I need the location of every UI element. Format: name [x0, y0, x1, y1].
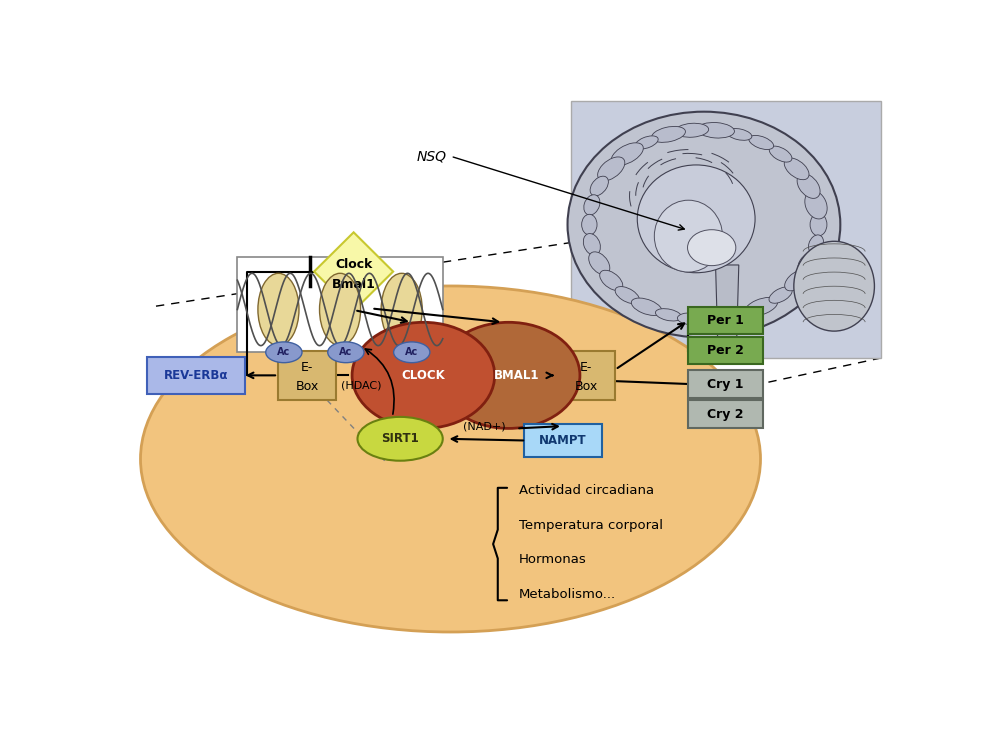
Ellipse shape [568, 112, 840, 338]
Text: Metabolismo...: Metabolismo... [519, 588, 616, 601]
Ellipse shape [394, 342, 430, 363]
Ellipse shape [631, 298, 662, 315]
Ellipse shape [805, 191, 827, 219]
Text: E-: E- [580, 361, 592, 374]
Ellipse shape [589, 252, 610, 275]
Text: Hormonas: Hormonas [519, 554, 586, 566]
FancyBboxPatch shape [278, 351, 336, 400]
Ellipse shape [381, 273, 422, 345]
Ellipse shape [809, 235, 823, 254]
Text: Bmal1: Bmal1 [332, 278, 376, 291]
Text: Temperatura corporal: Temperatura corporal [519, 519, 663, 532]
Ellipse shape [266, 342, 302, 363]
Circle shape [437, 322, 580, 428]
Ellipse shape [677, 313, 706, 325]
Ellipse shape [583, 234, 600, 255]
Ellipse shape [258, 273, 299, 345]
FancyBboxPatch shape [688, 400, 763, 428]
Ellipse shape [358, 417, 443, 461]
FancyBboxPatch shape [237, 257, 443, 352]
Ellipse shape [797, 174, 820, 198]
Circle shape [688, 230, 736, 266]
Text: Ac: Ac [277, 348, 290, 357]
Text: E-: E- [301, 361, 313, 374]
Text: (HDAC): (HDAC) [341, 380, 382, 390]
Ellipse shape [727, 129, 752, 140]
Ellipse shape [598, 157, 625, 181]
Ellipse shape [655, 309, 682, 321]
Ellipse shape [320, 273, 361, 345]
FancyBboxPatch shape [147, 357, 245, 394]
FancyBboxPatch shape [688, 307, 763, 334]
Ellipse shape [798, 252, 819, 275]
Ellipse shape [635, 136, 658, 149]
Ellipse shape [769, 287, 792, 303]
Ellipse shape [745, 297, 778, 316]
FancyBboxPatch shape [524, 425, 602, 457]
Text: Ac: Ac [405, 348, 418, 357]
Ellipse shape [769, 146, 792, 162]
Ellipse shape [654, 200, 723, 272]
Ellipse shape [675, 124, 709, 137]
Text: Per 2: Per 2 [707, 344, 744, 357]
Ellipse shape [724, 308, 755, 322]
Polygon shape [716, 265, 739, 347]
Ellipse shape [784, 158, 809, 180]
Text: SIRT1: SIRT1 [381, 432, 419, 446]
Circle shape [352, 322, 495, 428]
Ellipse shape [140, 286, 761, 632]
Ellipse shape [701, 312, 731, 325]
Ellipse shape [615, 287, 639, 303]
FancyBboxPatch shape [571, 101, 881, 358]
Polygon shape [314, 232, 393, 311]
Ellipse shape [652, 127, 685, 142]
Text: Actividad circadiana: Actividad circadiana [519, 484, 654, 497]
Ellipse shape [794, 241, 874, 331]
FancyBboxPatch shape [688, 337, 763, 365]
Text: Cry 2: Cry 2 [707, 407, 744, 420]
Text: (NAD+): (NAD+) [463, 421, 506, 431]
Ellipse shape [328, 342, 364, 363]
Ellipse shape [611, 143, 643, 166]
Text: BMAL1: BMAL1 [494, 369, 539, 382]
FancyBboxPatch shape [688, 370, 763, 398]
Text: Box: Box [574, 380, 598, 393]
Ellipse shape [810, 213, 827, 236]
Ellipse shape [749, 136, 774, 150]
Ellipse shape [785, 270, 809, 291]
Ellipse shape [637, 165, 755, 273]
Text: Per 1: Per 1 [707, 314, 744, 327]
Text: NAMPT: NAMPT [539, 434, 587, 447]
Text: CLOCK: CLOCK [402, 369, 445, 382]
Ellipse shape [582, 214, 597, 235]
Ellipse shape [584, 195, 600, 215]
Text: Cry 1: Cry 1 [707, 377, 744, 390]
Text: NSQ: NSQ [417, 149, 447, 163]
Text: Clock: Clock [335, 258, 372, 271]
FancyBboxPatch shape [557, 351, 615, 400]
Ellipse shape [590, 176, 608, 195]
Ellipse shape [600, 270, 623, 291]
Text: REV-ERBα: REV-ERBα [164, 369, 229, 382]
Text: Box: Box [296, 380, 319, 393]
Text: Ac: Ac [339, 348, 352, 357]
Ellipse shape [697, 123, 734, 138]
